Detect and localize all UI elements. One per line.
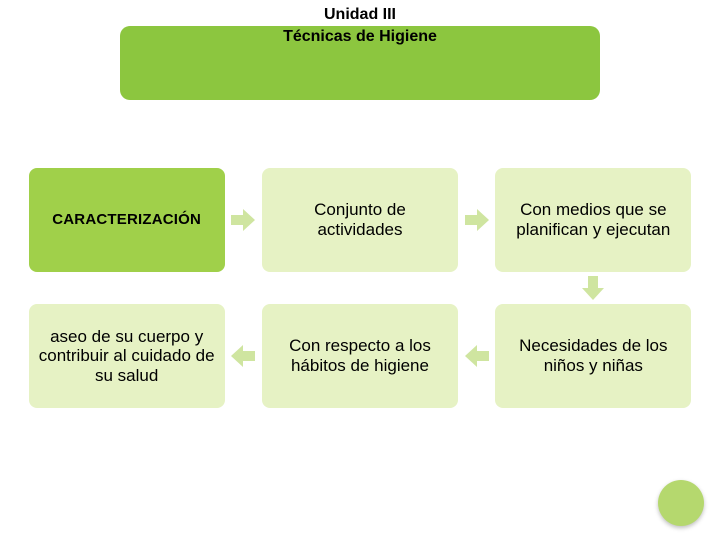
node-conjunto-actividades: Conjunto de actividades bbox=[262, 168, 458, 272]
title-unit: Unidad III bbox=[0, 6, 720, 24]
arrow-down-icon bbox=[582, 276, 604, 300]
node-label: aseo de su cuerpo y contribuir al cuidad… bbox=[39, 327, 215, 386]
node-label: CARACTERIZACIÓN bbox=[52, 211, 201, 228]
title-box: Técnicas de Higiene bbox=[120, 26, 600, 100]
node-aseo-cuerpo: aseo de su cuerpo y contribuir al cuidad… bbox=[29, 304, 225, 408]
node-necesidades-ninos: Necesidades de los niños y niñas bbox=[495, 304, 691, 408]
title-subject: Técnicas de Higiene bbox=[120, 28, 600, 46]
node-caracterizacion: CARACTERIZACIÓN bbox=[29, 168, 225, 272]
arrow-right-icon bbox=[231, 209, 255, 231]
title-area: Unidad III Técnicas de Higiene bbox=[0, 0, 720, 100]
node-label: Necesidades de los niños y niñas bbox=[505, 336, 681, 375]
flowchart-grid: CARACTERIZACIÓN Conjunto de actividades … bbox=[24, 168, 696, 408]
node-label: Conjunto de actividades bbox=[272, 200, 448, 239]
arrow-right-icon bbox=[465, 209, 489, 231]
node-label: Con respecto a los hábitos de higiene bbox=[272, 336, 448, 375]
node-con-medios: Con medios que se planifican y ejecutan bbox=[495, 168, 691, 272]
arrow-left-icon bbox=[231, 345, 255, 367]
node-label: Con medios que se planifican y ejecutan bbox=[505, 200, 681, 239]
corner-circle-decoration bbox=[658, 480, 704, 526]
arrow-left-icon bbox=[465, 345, 489, 367]
node-habitos-higiene: Con respecto a los hábitos de higiene bbox=[262, 304, 458, 408]
